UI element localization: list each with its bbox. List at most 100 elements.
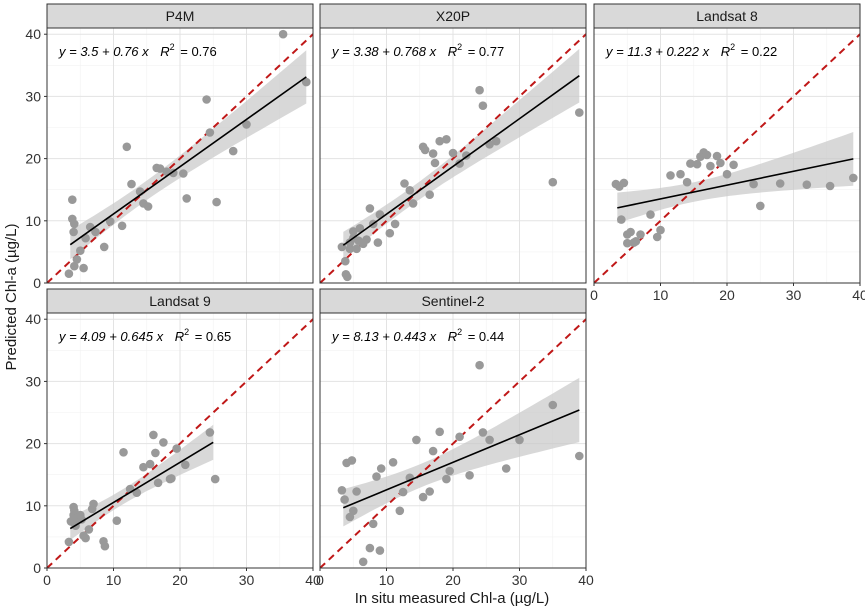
r-squared-superscript: 2	[184, 327, 189, 337]
panel-border	[46, 27, 314, 284]
r-squared-value: = 0.65	[191, 329, 231, 344]
regression-equation: y = 3.38 + 0.768 x R2 = 0.77	[331, 42, 504, 59]
data-point	[623, 238, 632, 248]
data-point	[362, 235, 371, 244]
data-point	[825, 181, 835, 191]
confidence-band	[617, 132, 854, 224]
data-point	[420, 145, 430, 155]
data-point	[617, 215, 626, 224]
data-point	[390, 219, 400, 229]
plot-area	[47, 29, 313, 283]
x-tick-label: 40	[578, 572, 594, 588]
data-point	[425, 487, 435, 496]
data-point	[428, 149, 438, 158]
data-point	[69, 227, 78, 237]
regression-equation: y = 3.5 + 0.76 x R2 = 0.76	[58, 42, 217, 59]
data-point	[79, 263, 88, 273]
regression-line	[617, 158, 854, 209]
x-tick-label: 30	[239, 572, 255, 588]
x-tick-label: 0	[316, 572, 324, 588]
data-point	[631, 237, 641, 246]
data-point	[105, 217, 115, 226]
strip-title: P4M	[166, 8, 195, 24]
data-point	[149, 430, 158, 440]
data-point	[205, 128, 215, 137]
x-tick-label: 40	[305, 572, 321, 588]
data-point	[365, 204, 375, 213]
r-squared-superscript: 2	[730, 42, 735, 52]
data-point	[205, 428, 215, 437]
data-point	[686, 159, 695, 168]
strip-title: Sentinel-2	[421, 293, 484, 309]
r-squared-value: = 0.44	[464, 329, 504, 344]
data-point	[373, 238, 383, 247]
data-point	[575, 451, 584, 461]
confidence-band	[70, 424, 214, 541]
x-tick-label: 20	[445, 572, 461, 588]
data-point	[341, 256, 350, 266]
data-point	[84, 525, 94, 534]
data-point	[349, 227, 358, 236]
data-point	[64, 537, 74, 547]
data-point	[376, 464, 386, 473]
data-point	[475, 85, 484, 95]
confidence-band	[343, 48, 580, 259]
data-point	[210, 474, 220, 484]
plot-area	[320, 317, 586, 568]
data-point	[435, 427, 445, 437]
confidence-band	[70, 50, 307, 260]
data-point	[347, 456, 357, 465]
y-tick-label: 30	[25, 373, 41, 389]
data-point	[155, 164, 165, 173]
regression-line	[342, 75, 580, 246]
data-point	[151, 448, 160, 458]
data-point	[702, 150, 712, 160]
data-point	[656, 225, 665, 235]
data-point	[242, 120, 251, 129]
data-point	[343, 272, 352, 282]
data-point	[77, 515, 86, 524]
panel-landsat-9: Landsat 9 y = 4.09 + 0.645 x R2 = 0.65 0 10…	[25, 288, 321, 588]
confidence-band	[343, 377, 580, 527]
data-point	[501, 464, 511, 473]
data-point	[64, 269, 74, 279]
one-to-one-line	[47, 32, 313, 283]
data-point	[117, 221, 127, 231]
data-point	[70, 506, 79, 516]
x-tick-label: 20	[172, 572, 188, 588]
data-point	[802, 180, 812, 189]
panel-landsat-8: Landsat 8 y = 11.3 + 0.222 x R2 = 0.22 0 10…	[590, 3, 865, 303]
data-point	[340, 495, 349, 504]
data-point	[375, 546, 385, 555]
data-point	[68, 195, 77, 204]
regression-equation: y = 4.09 + 0.645 x R2 = 0.65	[58, 327, 231, 344]
y-tick-label: 0	[33, 560, 41, 576]
data-point	[722, 169, 732, 179]
r-squared-label: R	[448, 44, 457, 59]
data-point	[465, 471, 474, 480]
data-point	[491, 136, 501, 146]
data-point	[70, 219, 79, 229]
data-point	[575, 108, 584, 117]
data-point	[646, 210, 655, 219]
equation-text: y = 4.09 + 0.645 x	[58, 329, 167, 344]
data-point	[182, 194, 191, 203]
regression-line	[69, 76, 307, 246]
data-point	[145, 459, 155, 469]
y-tick-label: 40	[25, 311, 41, 327]
data-point	[652, 232, 662, 242]
plot-area	[594, 32, 860, 283]
data-point	[345, 244, 355, 254]
data-point	[372, 472, 381, 481]
r-squared-superscript: 2	[170, 42, 175, 52]
data-point	[349, 506, 358, 516]
data-point	[159, 438, 168, 447]
data-point	[849, 173, 858, 183]
data-point	[515, 435, 524, 445]
data-point	[478, 101, 488, 110]
data-point	[619, 178, 629, 188]
r-squared-label: R	[448, 329, 457, 344]
data-point	[455, 432, 464, 442]
data-point	[692, 159, 702, 169]
